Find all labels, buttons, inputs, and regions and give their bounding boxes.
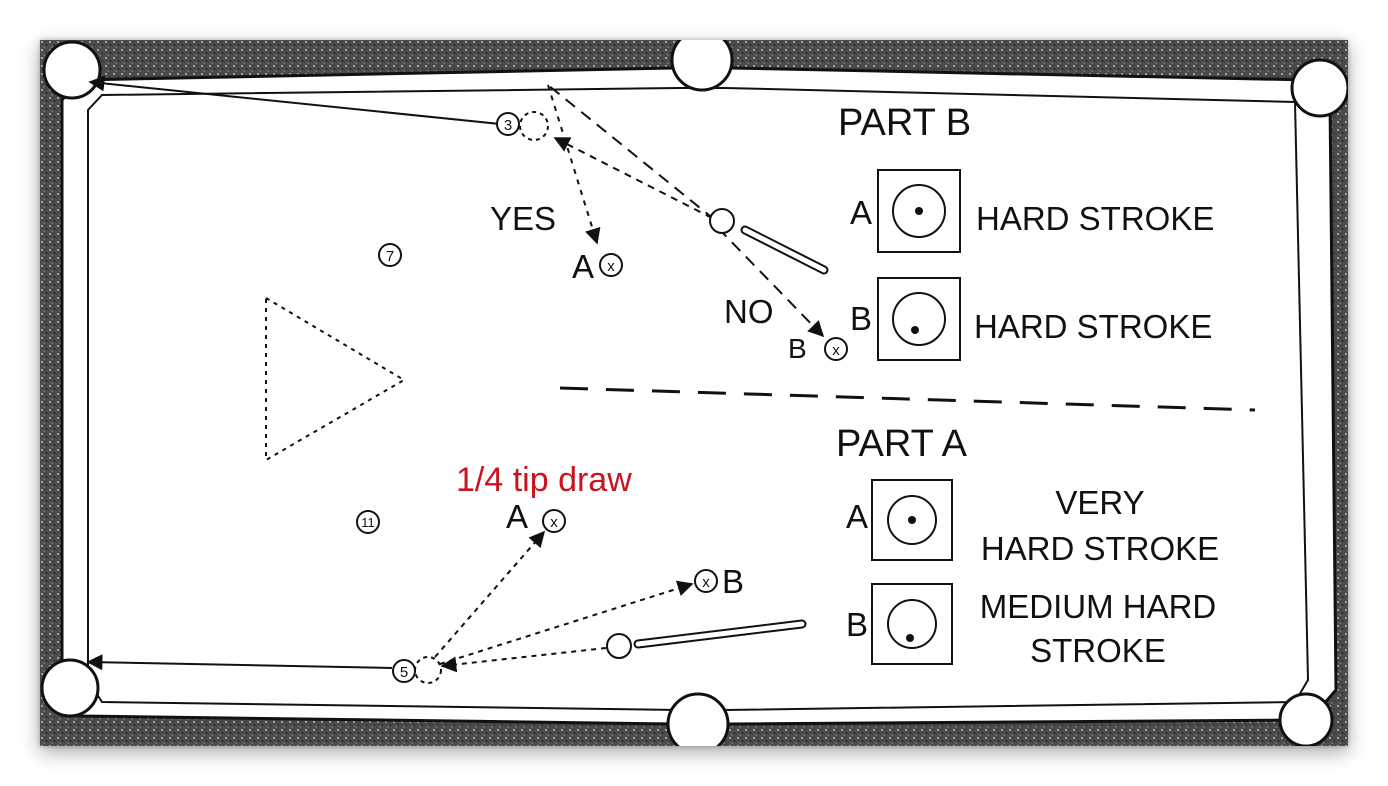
part-a-row-b-text-2: STROKE <box>1030 632 1166 669</box>
path-cue-a-to-5 <box>440 647 607 673</box>
target-a-b <box>599 253 623 277</box>
cue-ball-b <box>709 208 735 234</box>
ball-5-label: 5 <box>400 664 408 681</box>
part-a-row-b-letter: B <box>846 606 868 643</box>
part-a-row-a-ball <box>887 495 937 545</box>
ball-3-label: 3 <box>504 117 512 134</box>
part-b-row-a-text: HARD STROKE <box>976 200 1214 237</box>
part-b-row-b-letter: B <box>850 300 872 337</box>
pocket-bottom-left <box>40 658 100 718</box>
part-b-row-b-box <box>877 277 961 361</box>
pool-table-diagram: 3 7 11 5 x x YES A NO B PART B A HARD ST… <box>40 40 1348 746</box>
target-b-label-b: B <box>788 333 807 364</box>
part-a-row-b-tip <box>906 634 914 642</box>
tip-draw-annotation: 1/4 tip draw <box>456 461 632 499</box>
pocket-top-right <box>1290 58 1348 118</box>
pocket-top-left <box>42 40 102 100</box>
part-a-title: PART A <box>836 423 968 465</box>
target-b-b <box>824 337 848 361</box>
target-b-b-mark: x <box>832 342 840 359</box>
target-a-label-b: A <box>572 248 594 285</box>
path-cue-to-3 <box>553 137 713 219</box>
part-a-row-a-letter: A <box>846 498 868 535</box>
ball-7 <box>378 243 402 267</box>
part-a-row-b-text-1: MEDIUM HARD <box>980 588 1217 625</box>
part-b-row-b-tip <box>911 326 919 334</box>
table-svg: 3 7 11 5 x x YES A NO B PART B A HARD ST… <box>40 40 1348 746</box>
part-b-row-b-ball <box>892 292 946 346</box>
target-b-label-a: B <box>722 563 744 600</box>
target-a-label-a: A <box>506 498 528 535</box>
pocket-bottom-middle <box>666 692 730 746</box>
ball-3 <box>496 112 520 136</box>
ball-5 <box>392 659 416 683</box>
part-a-row-b-box <box>871 583 953 665</box>
path-5-to-pocket <box>86 654 393 671</box>
target-a-a <box>542 509 566 533</box>
yes-label: YES <box>490 200 556 237</box>
part-a-row-a-text-2: HARD STROKE <box>981 530 1219 567</box>
part-b-row-b-text: HARD STROKE <box>974 308 1212 345</box>
target-a-b-mark: x <box>607 258 615 275</box>
cue-ball-a <box>606 633 632 659</box>
part-b-row-a-ball <box>892 184 946 238</box>
target-b-a <box>694 569 718 593</box>
ball-11 <box>356 510 380 534</box>
path-no <box>717 227 825 338</box>
part-b-title: PART B <box>838 102 971 144</box>
cue-stick-b-inner <box>742 227 827 273</box>
path-cue-a-to-a <box>434 530 546 658</box>
pocket-top-middle <box>670 40 734 92</box>
ghost-ball-b <box>519 111 549 141</box>
ball-11-label: 11 <box>361 515 375 530</box>
path-3-to-pocket <box>88 75 501 125</box>
part-b-row-a-tip <box>915 207 923 215</box>
part-divider <box>559 386 1256 412</box>
path-cue-a-to-b <box>439 580 694 665</box>
part-b-row-a-letter: A <box>850 194 872 231</box>
target-a-a-mark: x <box>550 514 558 531</box>
pocket-bottom-right <box>1278 692 1334 746</box>
cue-stick-a-inner <box>635 621 805 647</box>
target-b-a-mark: x <box>702 574 710 591</box>
ball-7-label: 7 <box>386 248 394 265</box>
part-a-row-a-text-1: VERY <box>1055 484 1144 521</box>
part-a-row-a-tip <box>908 516 916 524</box>
part-a-row-b-ball <box>887 599 937 649</box>
no-label: NO <box>724 293 774 330</box>
ghost-ball-a <box>414 656 442 684</box>
path-cue-to-contact <box>547 84 716 221</box>
